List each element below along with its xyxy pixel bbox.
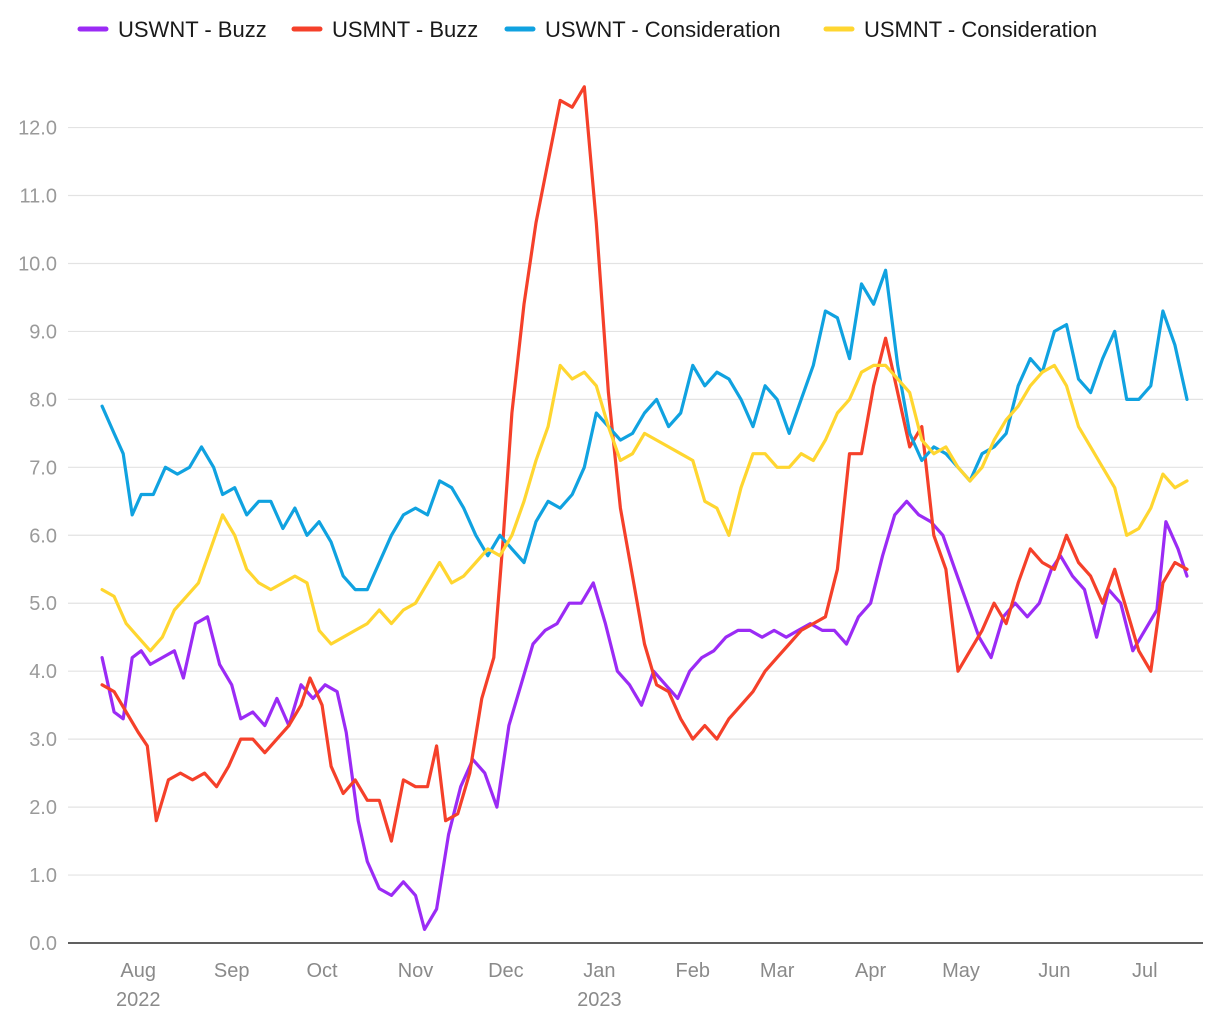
legend-label: USMNT - Buzz xyxy=(332,17,478,42)
x-tick-label: May xyxy=(942,960,980,982)
grid-lines xyxy=(68,126,1203,876)
y-axis-ticks: 0.0 1.0 2.0 3.0 4.0 5.0 6.0 7.0 8.0 9.0 10.0 11.0 12… xyxy=(18,118,57,955)
x-tick-label: Jan xyxy=(583,960,615,982)
x-tick-label: Aug xyxy=(120,960,156,982)
x-tick-label: Jun xyxy=(1038,960,1070,982)
y-tick-label: 1.0 xyxy=(29,865,57,887)
x-tick-label: Nov xyxy=(398,960,434,982)
y-tick-label: 2.0 xyxy=(29,797,57,819)
series-line-4 xyxy=(100,363,1189,653)
y-tick-label: 4.0 xyxy=(29,661,57,683)
x-tick-label: Sep xyxy=(214,960,250,982)
y-tick-label: 8.0 xyxy=(29,389,57,411)
y-tick-label: 9.0 xyxy=(29,321,57,343)
y-tick-label: 0.0 xyxy=(29,933,57,955)
y-tick-label: 3.0 xyxy=(29,729,57,751)
series-line-2 xyxy=(100,85,1189,843)
legend-label: USWNT - Consideration xyxy=(545,17,781,42)
legend: USWNT - Buzz USMNT - Buzz USWNT - Consider… xyxy=(77,17,1097,42)
x-tick-label: Mar xyxy=(760,960,795,982)
x-axis-ticks: Aug 2022 Sep Oct Nov Dec Jan 2023 Feb Mar Apr May Ju… xyxy=(116,960,1158,1011)
x-tick-label: Apr xyxy=(855,960,886,982)
legend-label: USMNT - Consideration xyxy=(864,17,1097,42)
y-tick-label: 5.0 xyxy=(29,593,57,615)
x-tick-year-label: 2022 xyxy=(116,989,161,1011)
series-lines xyxy=(100,85,1189,931)
y-tick-label: 12.0 xyxy=(18,118,57,140)
y-tick-label: 6.0 xyxy=(29,525,57,547)
y-tick-label: 10.0 xyxy=(18,253,57,275)
legend-label: USWNT - Buzz xyxy=(118,17,267,42)
x-tick-label: Dec xyxy=(488,960,524,982)
x-tick-label: Feb xyxy=(676,960,710,982)
x-tick-year-label: 2023 xyxy=(577,989,622,1011)
x-tick-label: Jul xyxy=(1132,960,1158,982)
y-tick-label: 11.0 xyxy=(20,186,57,208)
y-tick-label: 7.0 xyxy=(29,457,57,479)
series-line-3 xyxy=(100,268,1189,592)
x-tick-label: Oct xyxy=(307,960,339,982)
